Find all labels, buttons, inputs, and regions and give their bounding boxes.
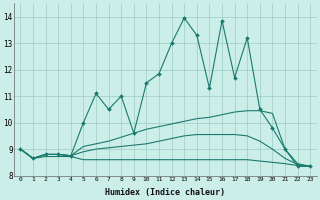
- X-axis label: Humidex (Indice chaleur): Humidex (Indice chaleur): [105, 188, 225, 197]
